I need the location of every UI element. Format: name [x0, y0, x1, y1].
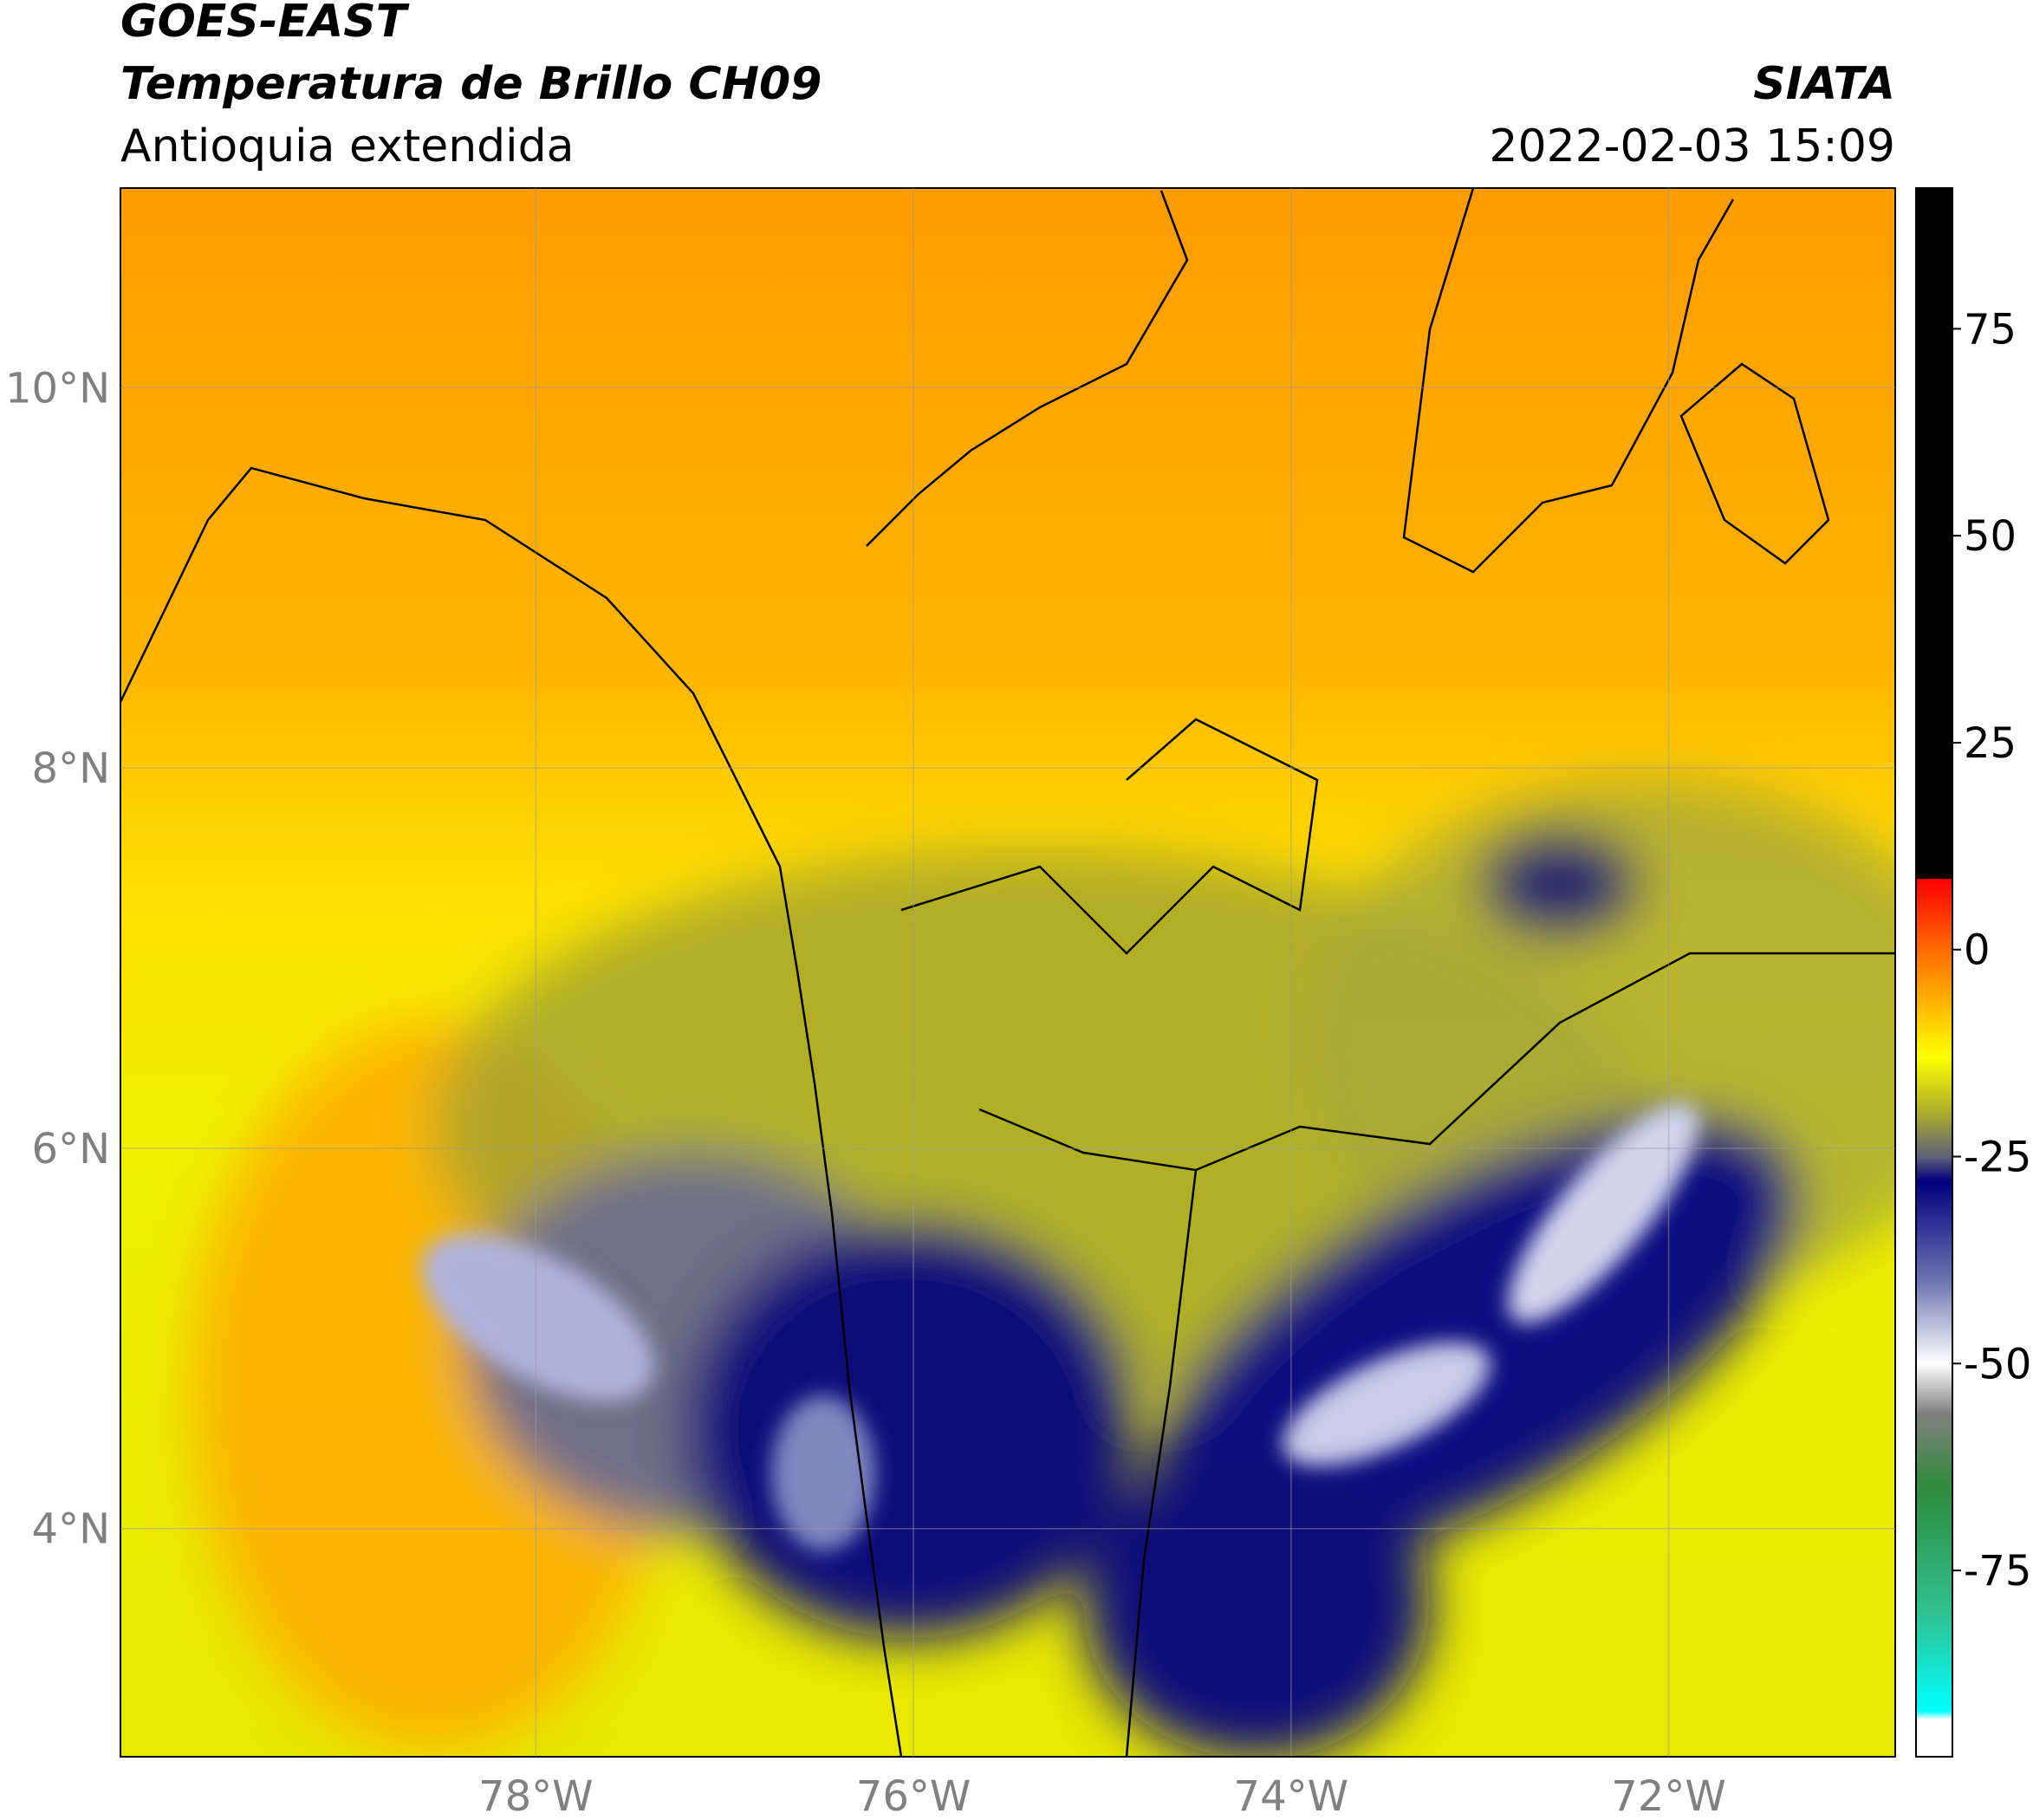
title: GOES-EAST: [120, 0, 410, 48]
colorbar-tick-label: -50: [1964, 1340, 2031, 1388]
y-tick-label: 8°N: [32, 744, 110, 793]
y-tick-label: 4°N: [32, 1505, 110, 1554]
colorbar-tick-label: -25: [1964, 1134, 2031, 1182]
map-image: [120, 188, 1895, 1757]
map-frame: [120, 187, 1896, 1758]
colorbar-tick-label: 25: [1964, 719, 2017, 768]
subtitle: Temperatura de Brillo CH09: [120, 58, 822, 110]
colorbar-tick-label: 50: [1964, 512, 2017, 561]
y-tick-label: 10°N: [5, 364, 110, 413]
colorbar-tick-label: 75: [1964, 305, 2017, 354]
colorbar-tick-label: 0: [1964, 926, 1991, 975]
y-tick-label: 6°N: [32, 1125, 110, 1173]
x-tick-label: 72°W: [1611, 1772, 1726, 1820]
region: Antioquia extendida: [120, 120, 575, 172]
x-tick-label: 76°W: [856, 1772, 971, 1820]
colorbar-tick-label: -75: [1964, 1547, 2031, 1596]
colorbar: [1915, 187, 1953, 1758]
source: SIATA: [1753, 58, 1895, 110]
x-tick-label: 74°W: [1234, 1772, 1349, 1820]
datetime: 2022-02-03 15:09: [1489, 120, 1895, 172]
x-tick-label: 78°W: [478, 1772, 594, 1820]
